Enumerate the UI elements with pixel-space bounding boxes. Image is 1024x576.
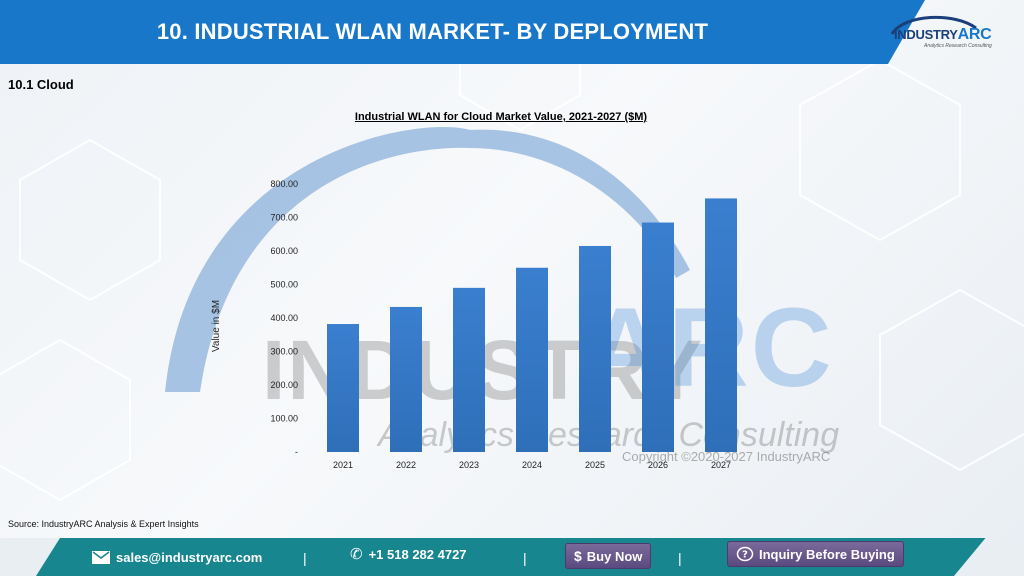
- footer-left-accent: [0, 538, 60, 576]
- footer-separator: |: [303, 550, 307, 566]
- logo-main-text: INDUSTRY: [894, 27, 958, 42]
- y-tick-label: -: [295, 447, 298, 457]
- y-tick-label: 400.00: [270, 313, 298, 323]
- x-tick-label: 2021: [333, 460, 353, 470]
- y-tick-label: 800.00: [270, 179, 298, 189]
- phone-link[interactable]: ✆ +1 518 282 4727: [350, 535, 467, 573]
- email-link[interactable]: sales@industryarc.com: [92, 538, 262, 576]
- header: 10. INDUSTRIAL WLAN MARKET- BY DEPLOYMEN…: [0, 0, 1024, 64]
- y-tick-label: 600.00: [270, 246, 298, 256]
- chart-title: Industrial WLAN for Cloud Market Value, …: [354, 111, 648, 123]
- chat-question-icon: ?: [736, 546, 754, 562]
- x-tick-label: 2023: [459, 460, 479, 470]
- y-tick-label: 100.00: [270, 414, 298, 424]
- section-title: 10.1 Cloud: [8, 77, 74, 92]
- source-note: Source: IndustryARC Analysis & Expert In…: [8, 519, 199, 529]
- page-title: 10. INDUSTRIAL WLAN MARKET- BY DEPLOYMEN…: [156, 19, 709, 44]
- y-tick-label: 300.00: [270, 347, 298, 357]
- buy-now-button[interactable]: $ Buy Now: [565, 543, 652, 569]
- y-tick-label: 700.00: [270, 213, 298, 223]
- logo-wordmark: INDUSTRYARC: [894, 26, 992, 44]
- footer-separator: |: [523, 550, 527, 566]
- dollar-icon: $: [574, 548, 582, 564]
- bar-2025: [579, 245, 611, 452]
- phone-icon: ✆: [350, 546, 363, 563]
- buy-now-label: Buy Now: [586, 548, 643, 564]
- y-tick-label: 500.00: [270, 280, 298, 290]
- watermark-copyright: Copyright ©2020-2027 IndustryARC: [622, 449, 831, 464]
- x-tick-label: 2025: [585, 460, 605, 470]
- header-bar: [0, 0, 925, 64]
- y-axis-label: Value in $M: [211, 300, 222, 352]
- x-tick-label: 2026: [648, 460, 668, 470]
- bar-2021: [327, 324, 359, 452]
- inquiry-label: Inquiry Before Buying: [759, 546, 895, 562]
- bar-2022: [390, 306, 422, 452]
- mail-icon: [92, 550, 110, 564]
- bar-2023: [453, 287, 485, 452]
- bar-2026: [642, 222, 674, 452]
- inquiry-button[interactable]: ? Inquiry Before Buying: [727, 541, 904, 567]
- footer-right-accent: [954, 538, 1024, 576]
- footer: sales@industryarc.com | ✆ +1 518 282 472…: [0, 538, 1024, 576]
- logo-tagline: Analytics Research Consulting: [924, 43, 992, 49]
- y-tick-label: 200.00: [270, 380, 298, 390]
- bar-2024: [516, 267, 548, 452]
- logo-accent-text: ARC: [957, 26, 992, 43]
- logo-swoosh-icon: [890, 15, 977, 35]
- x-tick-label: 2024: [522, 460, 542, 470]
- phone-text: +1 518 282 4727: [368, 546, 467, 562]
- bar-2027: [705, 198, 737, 452]
- email-text: sales@industryarc.com: [116, 549, 263, 565]
- x-tick-label: 2022: [396, 460, 416, 470]
- footer-separator: |: [678, 550, 682, 566]
- x-tick-label: 2027: [711, 460, 731, 470]
- svg-text:?: ?: [742, 550, 748, 561]
- industryarc-logo[interactable]: INDUSTRYARC Analytics Research Consultin…: [884, 10, 994, 54]
